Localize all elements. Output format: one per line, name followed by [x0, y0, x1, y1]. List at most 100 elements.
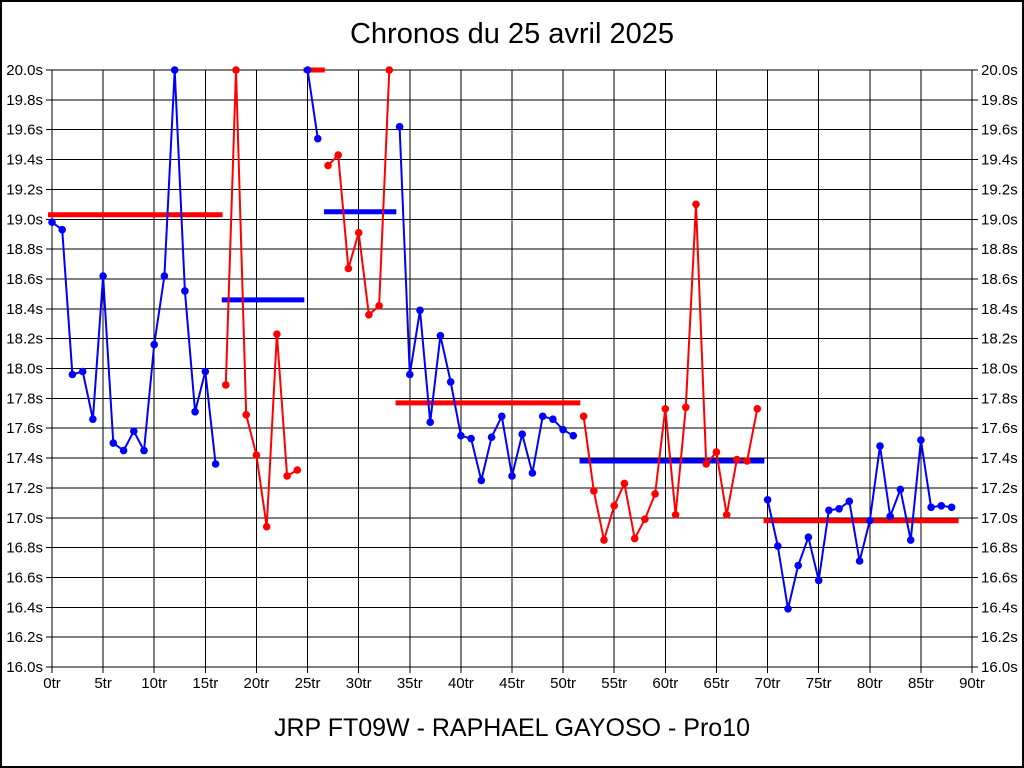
data-point: [641, 515, 649, 523]
data-point: [743, 457, 751, 465]
data-point: [927, 503, 935, 512]
y-tick-label-right: 19.6s: [981, 122, 1018, 139]
data-point: [651, 490, 659, 498]
data-point: [917, 436, 925, 444]
data-point: [170, 66, 179, 74]
data-point: [774, 542, 782, 550]
y-tick-label-right: 19.0s: [981, 211, 1018, 228]
x-tick-label: 35tr: [397, 675, 423, 692]
data-point: [835, 505, 843, 513]
data-point: [222, 381, 230, 389]
y-tick-label-left: 16.0s: [6, 659, 43, 676]
data-point: [365, 311, 373, 319]
data-point: [314, 134, 322, 143]
series-run-6: [579, 200, 762, 544]
data-point: [549, 415, 557, 424]
x-tick-label: 25tr: [295, 675, 321, 692]
x-tick-label: 0tr: [43, 675, 61, 692]
data-point: [375, 302, 383, 310]
data-point: [866, 516, 874, 525]
data-point: [947, 503, 956, 512]
data-point: [896, 485, 905, 494]
data-point: [794, 561, 802, 570]
data-point: [661, 405, 670, 413]
y-tick-label-left: 19.6s: [6, 122, 43, 139]
data-point: [528, 469, 537, 477]
data-point: [467, 434, 475, 443]
series-run-2: [222, 66, 302, 531]
data-point: [722, 511, 731, 519]
y-tick-label-right: 20.0s: [981, 62, 1018, 79]
y-tick-label-left: 18.2s: [6, 331, 43, 348]
x-tick-label: 20tr: [244, 675, 270, 692]
y-tick-label-left: 18.6s: [6, 271, 43, 288]
data-point: [395, 122, 404, 131]
data-point: [68, 370, 77, 379]
data-point: [191, 408, 199, 416]
data-point: [48, 218, 56, 226]
y-tick-label-left: 19.0s: [6, 211, 43, 228]
data-point: [99, 272, 107, 280]
y-tick-label-left: 19.8s: [6, 92, 43, 109]
y-tick-label-right: 16.2s: [981, 629, 1018, 646]
y-tick-label-right: 18.0s: [981, 361, 1018, 378]
y-tick-label-left: 18.4s: [6, 301, 43, 318]
data-point: [590, 487, 598, 495]
data-point: [518, 430, 526, 439]
y-tick-label-right: 16.6s: [981, 569, 1018, 586]
data-point: [569, 431, 578, 440]
x-tick-label: 85tr: [908, 675, 934, 692]
y-tick-label-left: 16.2s: [6, 629, 43, 646]
y-tick-label-left: 17.6s: [6, 420, 43, 437]
data-point: [58, 225, 66, 234]
data-point: [78, 367, 87, 376]
data-point: [334, 151, 343, 159]
data-point: [201, 367, 210, 376]
x-tick-label: 15tr: [192, 675, 218, 692]
y-tick-label-left: 17.0s: [6, 510, 43, 527]
chart-footer: JRP FT09W - RAPHAEL GAYOSO - Pro10: [273, 714, 751, 742]
x-tick-label: 30tr: [346, 675, 372, 692]
data-point: [130, 427, 138, 436]
data-point: [620, 479, 629, 488]
y-tick-label-left: 20.0s: [6, 62, 43, 79]
data-point: [559, 425, 567, 434]
data-point: [886, 512, 894, 521]
data-point: [354, 228, 363, 237]
x-tick-label: 50tr: [550, 675, 576, 692]
data-point: [252, 451, 261, 459]
y-tick-label-left: 17.8s: [6, 390, 43, 407]
y-tick-label-right: 18.6s: [981, 271, 1018, 288]
x-tick-label: 5tr: [94, 675, 112, 692]
data-point: [538, 412, 547, 421]
data-point: [160, 272, 169, 280]
data-point: [753, 405, 762, 413]
y-tick-label-left: 19.2s: [6, 181, 43, 198]
y-tick-label-right: 17.0s: [981, 510, 1018, 527]
data-point: [457, 431, 465, 440]
series-run-4: [324, 66, 394, 319]
data-point: [906, 536, 915, 544]
data-point: [273, 330, 281, 339]
series-run-1: [48, 66, 220, 468]
y-tick-label-left: 16.4s: [6, 599, 43, 616]
data-point: [508, 472, 516, 480]
y-tick-label-right: 19.4s: [981, 152, 1018, 169]
data-point: [579, 412, 588, 421]
data-point: [293, 466, 302, 474]
y-tick-label-right: 17.2s: [981, 480, 1018, 497]
y-tick-label-right: 19.8s: [981, 92, 1018, 109]
data-point: [283, 472, 291, 480]
data-point: [712, 448, 721, 456]
x-tick-label: 70tr: [755, 675, 781, 692]
data-point: [426, 418, 435, 427]
data-point: [814, 576, 823, 585]
data-point: [303, 66, 312, 74]
y-tick-label-left: 19.4s: [6, 152, 43, 169]
y-tick-label-left: 18.8s: [6, 241, 43, 258]
data-point: [682, 403, 690, 412]
y-tick-label-right: 17.6s: [981, 420, 1018, 437]
y-tick-label-right: 18.4s: [981, 301, 1018, 318]
